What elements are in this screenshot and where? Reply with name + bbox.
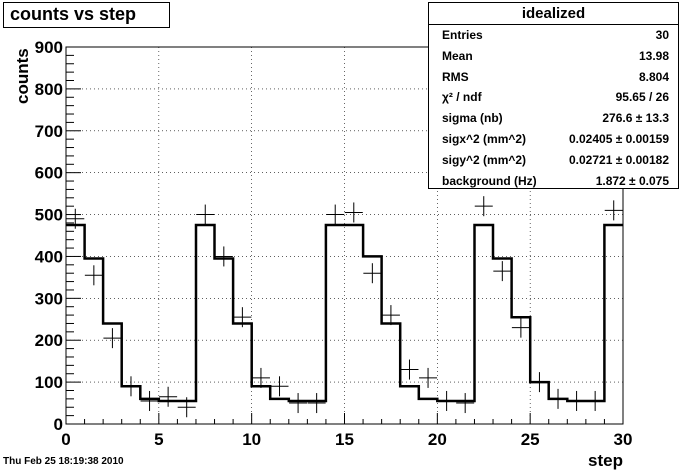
x-tick-label: 15 [335, 430, 354, 449]
x-axis-ticks: 0 5 10 15 20 25 30 [61, 413, 632, 449]
data-point [511, 317, 530, 338]
timestamp: Thu Feb 25 18:19:38 2010 [3, 456, 124, 467]
stats-row: χ² / ndf 95.65 / 26 [429, 87, 678, 108]
stats-label: sigy^2 (mm^2) [442, 152, 527, 167]
x-axis-label: step [588, 451, 623, 470]
stats-row: Mean 13.98 [429, 46, 678, 67]
stats-row: sigy^2 (mm^2) 0.02721 ± 0.00182 [429, 150, 678, 171]
data-point [326, 204, 345, 225]
data-point [363, 263, 382, 284]
stats-value: 276.6 ± 13.3 [602, 111, 669, 126]
fit-step-line [66, 223, 623, 403]
data-points [66, 196, 623, 418]
data-point [437, 390, 456, 411]
stats-value: 0.02405 ± 0.00159 [568, 131, 669, 146]
data-point [196, 204, 215, 225]
data-point [251, 367, 270, 388]
data-point [456, 393, 475, 414]
data-point [214, 246, 233, 267]
stats-value: 0.02721 ± 0.00182 [568, 152, 669, 167]
stats-row: RMS 8.804 [429, 67, 678, 88]
chart-title: counts vs step [10, 4, 137, 24]
stats-label: Mean [442, 48, 473, 63]
stats-value: 30 [655, 28, 669, 42]
stats-value: 13.98 [638, 48, 669, 63]
stats-row: background (Hz) 1.872 ± 0.075 [429, 171, 678, 192]
data-point [177, 397, 196, 418]
x-tick-label: 0 [61, 430, 70, 449]
stats-label: background (Hz) [442, 173, 537, 188]
data-point [159, 386, 178, 407]
y-tick-label: 600 [35, 164, 63, 183]
fit-curve [66, 223, 623, 403]
stats-row: sigx^2 (mm^2) 0.02405 ± 0.00159 [429, 129, 678, 150]
x-tick-label: 20 [428, 430, 447, 449]
data-point [289, 393, 308, 414]
y-tick-label: 900 [35, 38, 63, 57]
data-point [381, 305, 400, 326]
stats-label: sigma (nb) [442, 111, 503, 126]
y-tick-label: 200 [35, 331, 63, 350]
data-point [400, 359, 419, 380]
data-point [140, 390, 159, 411]
stats-label: Entries [442, 28, 483, 42]
stats-label: sigx^2 (mm^2) [442, 131, 527, 146]
data-point [419, 367, 438, 388]
data-point [344, 202, 363, 223]
y-tick-label: 500 [35, 206, 63, 225]
y-tick-label: 700 [35, 122, 63, 141]
stats-label: χ² / ndf [442, 90, 482, 105]
title-box: counts vs step [3, 2, 170, 28]
stats-box: idealized Entries 30 Mean 13.98 RMS 8.804 χ² /… [428, 2, 679, 189]
y-tick-label: 300 [35, 289, 63, 308]
x-tick-label: 25 [521, 430, 540, 449]
stats-rows: Entries 30 Mean 13.98 RMS 8.804 χ² / ndf 95.65 … [429, 25, 678, 191]
data-point [121, 376, 140, 397]
stats-value: 1.872 ± 0.075 [595, 173, 669, 188]
stats-value: 8.804 [638, 69, 669, 84]
x-tick-label: 30 [614, 430, 633, 449]
data-point [474, 196, 493, 217]
data-point [103, 328, 122, 349]
data-point [586, 390, 605, 411]
data-point [270, 376, 289, 397]
y-tick-label: 0 [54, 415, 63, 434]
data-point [233, 307, 252, 328]
data-point [549, 388, 568, 409]
data-point [493, 261, 512, 282]
x-tick-label: 5 [154, 430, 163, 449]
data-point [567, 390, 586, 411]
data-point [307, 393, 326, 414]
x-tick-label: 10 [242, 430, 261, 449]
stats-title: idealized [429, 3, 678, 25]
stats-row: sigma (nb) 276.6 ± 13.3 [429, 108, 678, 129]
data-point [84, 265, 103, 286]
y-tick-label: 400 [35, 247, 63, 266]
data-point [66, 208, 85, 229]
y-axis-label: counts [13, 48, 32, 104]
stats-value: 95.65 / 26 [615, 90, 669, 105]
data-point [530, 372, 549, 393]
data-point [604, 200, 623, 221]
y-tick-label: 800 [35, 80, 63, 99]
stats-row: Entries 30 [429, 25, 678, 46]
stats-label: RMS [442, 69, 469, 84]
y-tick-label: 100 [35, 373, 63, 392]
y-axis-ticks: 0 100 200 300 400 500 600 700 800 900 [35, 38, 81, 434]
